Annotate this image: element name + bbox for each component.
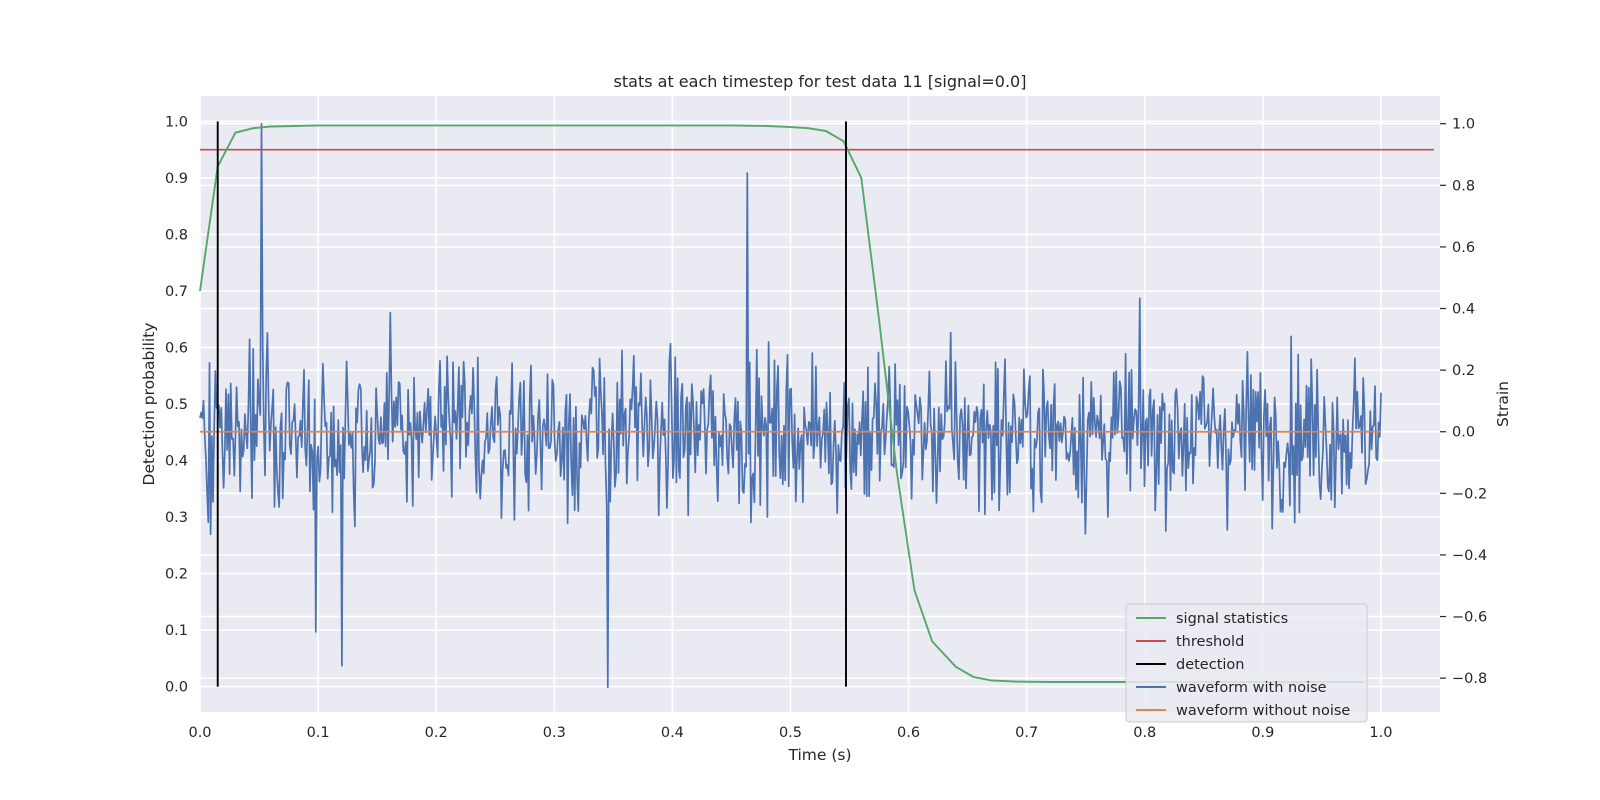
y-left-tick-label: 0.3	[165, 510, 188, 526]
series-signal-statistics	[199, 124, 1364, 683]
y-left-tick-label: 0.2	[165, 567, 188, 583]
x-tick-label: 1.0	[1369, 725, 1392, 741]
x-tick-label: 0.6	[897, 725, 920, 741]
grid	[199, 96, 1440, 712]
y-right-tick-label: −0.2	[1452, 486, 1487, 502]
y-right-tick-label: 0.2	[1452, 363, 1475, 379]
x-tick-label: 0.7	[1015, 725, 1038, 741]
legend-label: detection	[1176, 657, 1244, 673]
legend-box	[1125, 603, 1368, 723]
y-right-tick-label: 0.6	[1452, 240, 1475, 256]
y-left-tick-label: 1.0	[165, 114, 188, 130]
legend-label: waveform with noise	[1176, 680, 1327, 696]
x-tick-label: 0.2	[425, 725, 448, 741]
y-right-tick-label: 0.4	[1452, 302, 1475, 318]
legend-label: waveform without noise	[1176, 703, 1350, 719]
chart-title: stats at each timestep for test data 11 …	[614, 72, 1027, 91]
x-tick-label: 0.0	[188, 725, 211, 741]
series-waveform-with-noise	[199, 122, 1382, 689]
y-left-axis-label: Detection probability	[140, 323, 158, 486]
legend-label: signal statistics	[1176, 611, 1288, 627]
y-left-tick-label: 0.7	[165, 284, 188, 300]
y-right-tick-label: −0.8	[1452, 671, 1487, 687]
x-tick-label: 0.1	[307, 725, 330, 741]
y-right-tick-label: 0.8	[1452, 178, 1475, 194]
x-tick-label: 0.4	[661, 725, 684, 741]
y-left-tick-label: 0.8	[165, 227, 188, 243]
y-right-tick-label: −0.4	[1452, 548, 1487, 564]
legend: signal statistics threshold detection wavef…	[1125, 603, 1368, 723]
legend-label: threshold	[1176, 634, 1244, 650]
x-tick-labels: 0.0 0.1 0.2 0.3 0.4 0.5 0.6 0.7 0.8 0.9 1.0	[188, 725, 1392, 741]
x-tick-label: 0.3	[543, 725, 566, 741]
x-tick-label: 0.5	[779, 725, 802, 741]
x-axis-label: Time (s)	[787, 746, 851, 764]
x-tick-label: 0.8	[1133, 725, 1156, 741]
series-layer	[199, 121, 1435, 689]
y-left-tick-label: 0.9	[165, 171, 188, 187]
y-right-tick-label: 1.0	[1452, 117, 1475, 133]
y-right-tick-label: −0.6	[1452, 610, 1487, 626]
y-left-tick-label: 0.1	[165, 623, 188, 639]
y-left-tick-label: 0.5	[165, 397, 188, 413]
y-right-tick-label: 0.0	[1452, 425, 1475, 441]
y-left-tick-label: 0.6	[165, 340, 188, 356]
y-right-axis-label: Strain	[1494, 381, 1512, 427]
y-right-tick-labels: −0.8 −0.6 −0.4 −0.2 0.0 0.2 0.4 0.6 0.8 1.0	[1440, 117, 1487, 687]
y-left-tick-label: 0.0	[165, 680, 188, 696]
y-left-tick-labels: 0.0 0.1 0.2 0.3 0.4 0.5 0.6 0.7 0.8 0.9 1.0	[165, 114, 188, 695]
x-tick-label: 0.9	[1251, 725, 1274, 741]
y-left-tick-label: 0.4	[165, 454, 188, 470]
